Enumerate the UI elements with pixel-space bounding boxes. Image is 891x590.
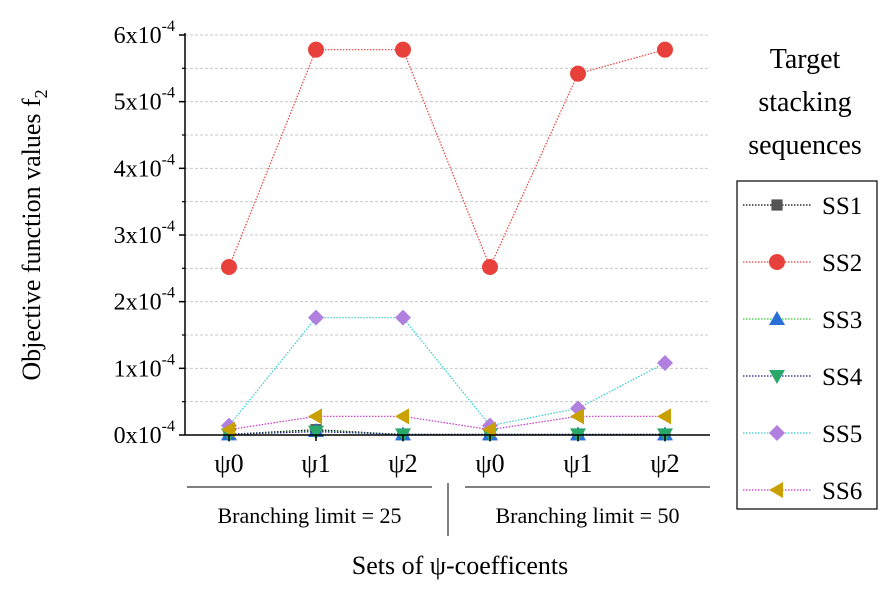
x-axis-title: Sets of ψ-coefficents <box>352 551 569 580</box>
y-tick-label: 6x10-4 <box>114 18 175 49</box>
x-tick-label: ψ1 <box>301 449 330 478</box>
point-ss2 <box>221 259 237 275</box>
legend-title: Target <box>770 44 841 75</box>
point-ss6 <box>570 408 584 425</box>
legend-label-ss3: SS3 <box>822 307 862 334</box>
x-tick-label: ψ1 <box>563 449 592 478</box>
y-axis-title: Objective function values f2 <box>17 89 51 380</box>
legend: Target stacking sequences SS1 SS2 SS3 SS4 SS5 SS… <box>736 44 878 510</box>
series-line-ss2 <box>228 49 666 269</box>
labels: 0x10-4 1x10-4 2x10-4 3x10-4 4x10-4 5x10-4 6x10… <box>17 18 680 580</box>
point-ss6 <box>657 408 671 425</box>
legend-label-ss5: SS5 <box>822 421 862 448</box>
series-line-ss4 <box>228 431 665 435</box>
legend-label-ss6: SS6 <box>822 478 862 505</box>
legend-marker-ss4 <box>769 370 785 384</box>
y-tick-label: 5x10-4 <box>114 85 175 116</box>
series-ss6 <box>221 408 671 438</box>
legend-box <box>736 180 878 510</box>
series-line-ss1 <box>228 429 665 436</box>
legend-marker-ss6 <box>769 482 783 498</box>
point-ss6 <box>221 421 235 438</box>
point-ss6 <box>482 421 496 438</box>
point-ss2 <box>308 41 324 58</box>
point-ss5 <box>395 309 411 326</box>
point-ss5 <box>308 309 324 326</box>
point-ss2 <box>395 41 411 58</box>
legend-marker-ss2 <box>769 254 785 270</box>
y-tick-label: 3x10-4 <box>114 218 175 249</box>
legend-marker-ss1 <box>771 199 783 211</box>
x-tick-label: ψ0 <box>475 449 504 478</box>
gridlines <box>185 34 710 403</box>
series-line-ss5 <box>228 317 666 427</box>
point-ss2 <box>570 65 586 82</box>
y-tick-label: 0x10-4 <box>114 418 175 449</box>
x-tick-label: ψ0 <box>214 449 243 478</box>
point-ss2 <box>657 41 673 58</box>
legend-marker-ss5 <box>769 425 785 441</box>
y-tick-label: 1x10-4 <box>114 351 175 382</box>
point-ss6 <box>308 408 322 425</box>
point-ss4 <box>308 425 324 440</box>
point-ss6 <box>395 408 409 425</box>
legend-marker-ss3 <box>769 311 785 325</box>
group-label: Branching limit = 50 <box>495 503 679 528</box>
series-ss4 <box>221 425 673 443</box>
series-ss5 <box>221 309 673 434</box>
x-tick-label: ψ2 <box>650 449 679 478</box>
group-label: Branching limit = 25 <box>217 503 401 528</box>
axes <box>179 33 710 536</box>
point-ss2 <box>482 259 498 275</box>
series-ss1 <box>223 424 671 441</box>
series-line-ss6 <box>228 415 665 431</box>
series-ss3 <box>221 423 673 441</box>
series-line-ss3 <box>228 430 665 435</box>
legend-title: stacking <box>758 87 851 118</box>
legend-label-ss2: SS2 <box>822 250 862 277</box>
point-ss5 <box>657 355 673 371</box>
legend-title: sequences <box>748 130 862 161</box>
legend-label-ss4: SS4 <box>822 364 863 391</box>
y-tick-label: 2x10-4 <box>114 285 175 316</box>
series-ss2 <box>221 41 673 275</box>
y-tick-label: 4x10-4 <box>114 151 175 182</box>
x-tick-label: ψ2 <box>388 449 417 478</box>
legend-label-ss1: SS1 <box>822 193 862 220</box>
